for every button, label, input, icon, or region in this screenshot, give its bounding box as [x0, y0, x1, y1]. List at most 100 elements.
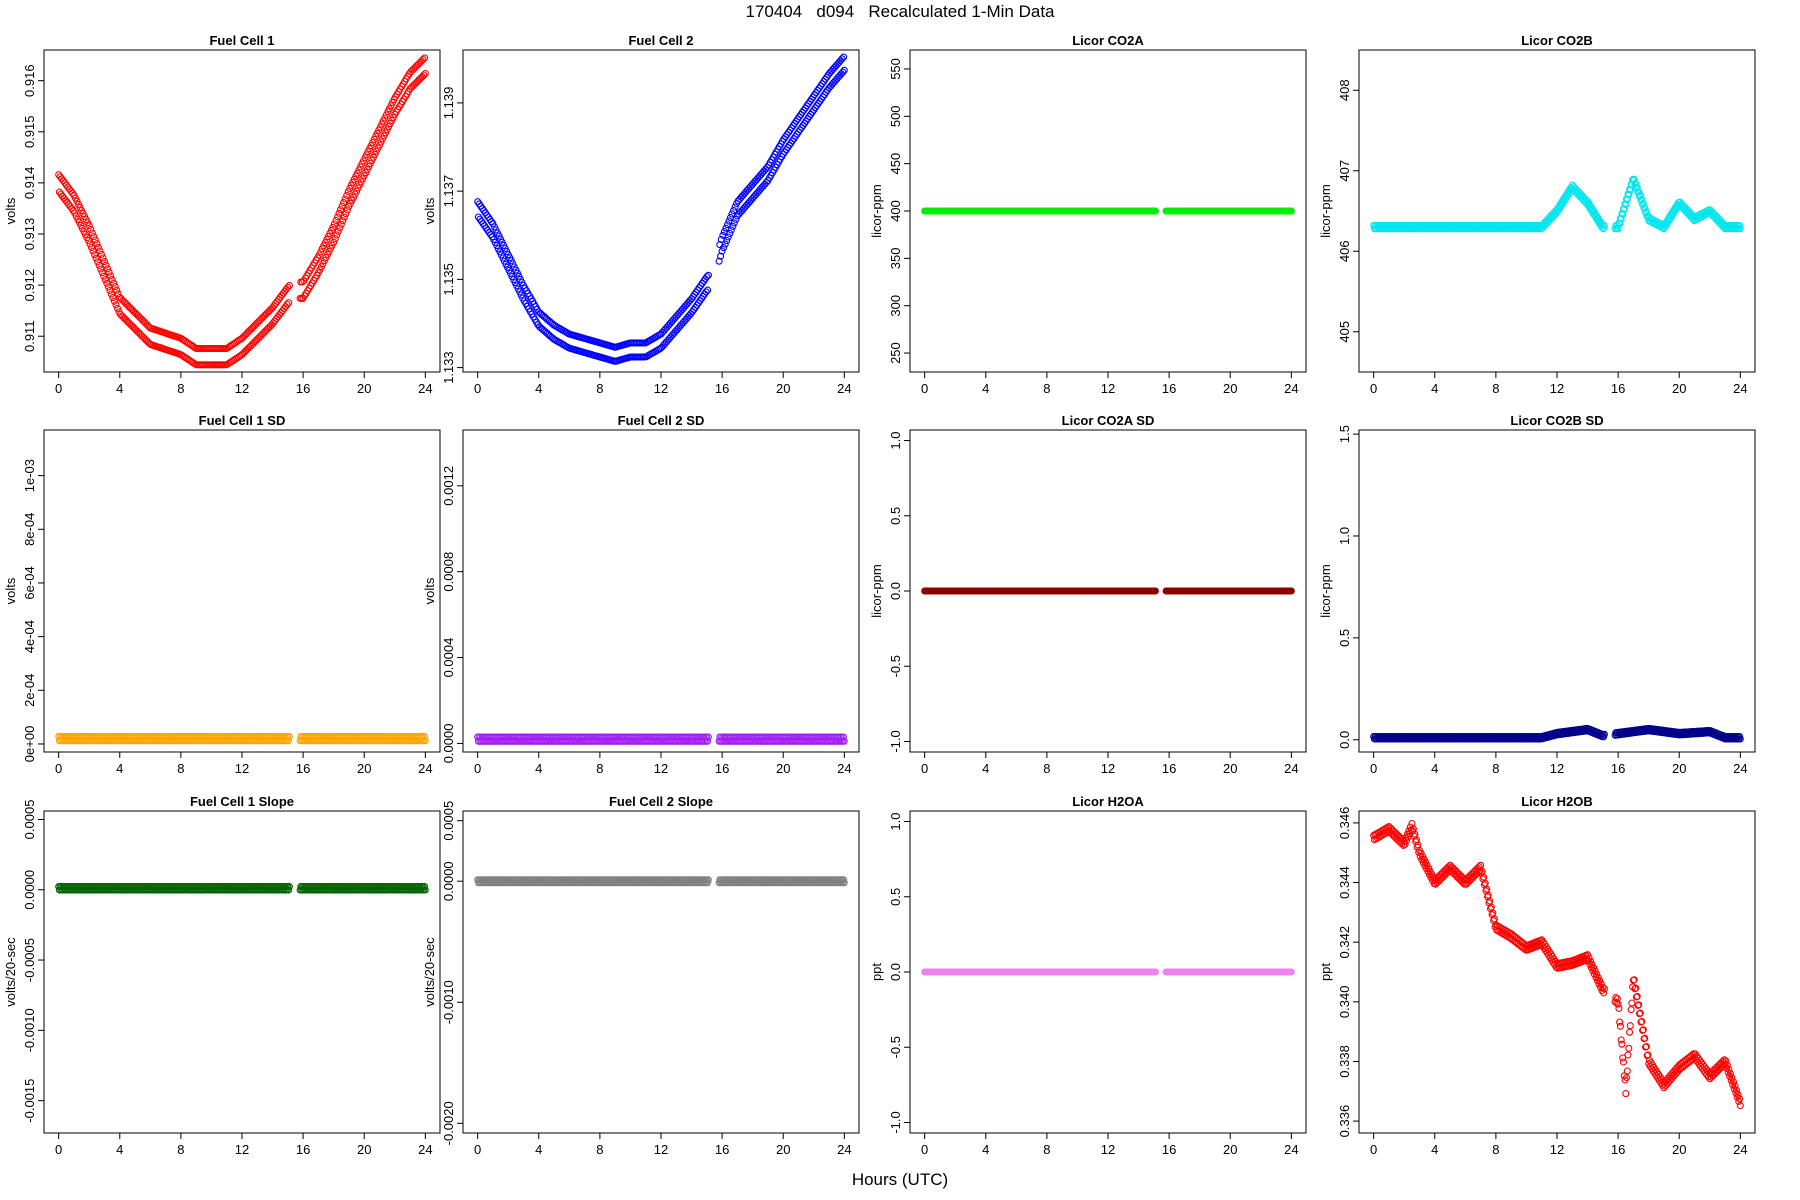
x-tick-label: 20 — [357, 1142, 371, 1157]
data-point — [285, 732, 293, 740]
data-point — [1627, 180, 1635, 188]
x-tick-label: 4 — [982, 381, 989, 396]
x-tick-label: 12 — [235, 381, 249, 396]
x-tick-label: 20 — [1223, 1142, 1237, 1157]
x-tick-label: 8 — [596, 761, 603, 776]
y-tick-label: 0.0004 — [441, 638, 456, 678]
data-point — [718, 247, 726, 255]
x-tick-label: 12 — [235, 1142, 249, 1157]
data-point — [730, 207, 738, 215]
data-point — [732, 215, 740, 223]
panel-title: Licor CO2B SD — [1510, 413, 1603, 428]
data-point — [840, 733, 848, 741]
data-point — [1638, 195, 1646, 203]
data-point — [68, 189, 76, 197]
panel-title: Fuel Cell 1 Slope — [190, 794, 294, 809]
x-tick-label: 12 — [1101, 381, 1115, 396]
y-tick-label: 0.912 — [22, 269, 37, 302]
data-point — [420, 71, 428, 79]
x-tick-label: 16 — [715, 1142, 729, 1157]
y-axis-label: volts — [3, 577, 18, 604]
y-tick-label: 0e+00 — [22, 726, 37, 763]
x-tick-label: 20 — [776, 761, 790, 776]
data-point — [1632, 179, 1640, 187]
data-point — [721, 240, 729, 248]
plot-frame — [1358, 429, 1756, 753]
data-point — [702, 288, 710, 296]
data-point — [333, 213, 342, 221]
data-point — [421, 732, 429, 740]
y-tick-label: 0.0 — [1337, 731, 1352, 749]
x-tick-label: 24 — [418, 1142, 432, 1157]
x-tick-label: 8 — [1492, 381, 1499, 396]
data-point — [715, 257, 723, 265]
panel-title: Fuel Cell 2 — [628, 33, 693, 48]
y-tick-label: 0.0005 — [441, 801, 456, 841]
x-tick-label: 20 — [776, 381, 790, 396]
data-point — [1622, 195, 1631, 203]
data-point — [1736, 221, 1744, 230]
y-tick-label: 0.911 — [22, 320, 37, 352]
x-tick-label: 4 — [982, 1142, 989, 1157]
y-tick-label: 0.0000 — [441, 861, 456, 901]
x-tick-label: 24 — [418, 381, 432, 396]
data-point — [330, 238, 338, 246]
x-tick-label: 24 — [1284, 1142, 1298, 1157]
data-point — [1287, 207, 1295, 215]
y-tick-label: 450 — [888, 153, 903, 175]
data-point — [704, 271, 712, 279]
x-tick-label: 24 — [1284, 381, 1298, 396]
x-tick-label: 8 — [596, 1142, 603, 1157]
data-point — [1600, 225, 1608, 233]
y-tick-label: -0.0020 — [441, 1101, 456, 1145]
x-tick-label: 0 — [921, 381, 928, 396]
x-tick-label: 4 — [535, 761, 542, 776]
x-tick-label: 8 — [1043, 381, 1050, 396]
x-tick-label: 12 — [654, 761, 668, 776]
x-tick-label: 4 — [535, 1142, 542, 1157]
data-point — [284, 283, 292, 291]
y-tick-label: 1e-03 — [22, 459, 37, 492]
data-point — [95, 261, 103, 269]
y-axis-label: ppt — [869, 963, 884, 981]
data-point — [1630, 175, 1638, 183]
data-point — [729, 222, 737, 230]
y-tick-label: 500 — [888, 105, 903, 127]
x-tick-label: 20 — [1223, 381, 1237, 396]
data-points — [921, 968, 1295, 976]
x-tick-label: 12 — [1101, 761, 1115, 776]
panel-8: Licor CO2B SD0 4 8 12 16 20 240.00.51.01.5lico… — [1318, 413, 1756, 776]
data-point — [341, 195, 349, 203]
x-tick-label: 24 — [1284, 761, 1298, 776]
data-point — [110, 279, 118, 287]
plot-frame — [43, 810, 441, 1134]
panel-1: Fuel Cell 10 4 8 12 16 20 240.9110.9120.9130.9… — [3, 33, 441, 396]
figure-xlabel: Hours (UTC) — [851, 1170, 949, 1189]
y-tick-label: -0.5 — [888, 1036, 903, 1058]
data-point — [104, 265, 112, 273]
data-point — [114, 290, 122, 298]
data-point — [113, 286, 121, 294]
panel-title: Fuel Cell 1 — [209, 33, 274, 48]
data-point — [106, 286, 114, 295]
x-tick-label: 0 — [1370, 381, 1377, 396]
panel-title: Fuel Cell 1 SD — [199, 413, 286, 428]
data-point — [332, 216, 340, 225]
data-point — [338, 202, 346, 210]
data-point — [723, 237, 731, 245]
y-tick-label: -0.0005 — [22, 938, 37, 982]
x-tick-label: 20 — [357, 761, 371, 776]
data-point — [840, 737, 848, 745]
y-tick-label: 0.5 — [888, 507, 903, 525]
data-point — [107, 290, 115, 298]
x-tick-label: 4 — [116, 761, 123, 776]
data-point — [100, 272, 108, 280]
data-point — [421, 54, 429, 62]
data-point — [1600, 221, 1608, 230]
data-point — [343, 206, 351, 214]
data-point — [86, 240, 94, 248]
